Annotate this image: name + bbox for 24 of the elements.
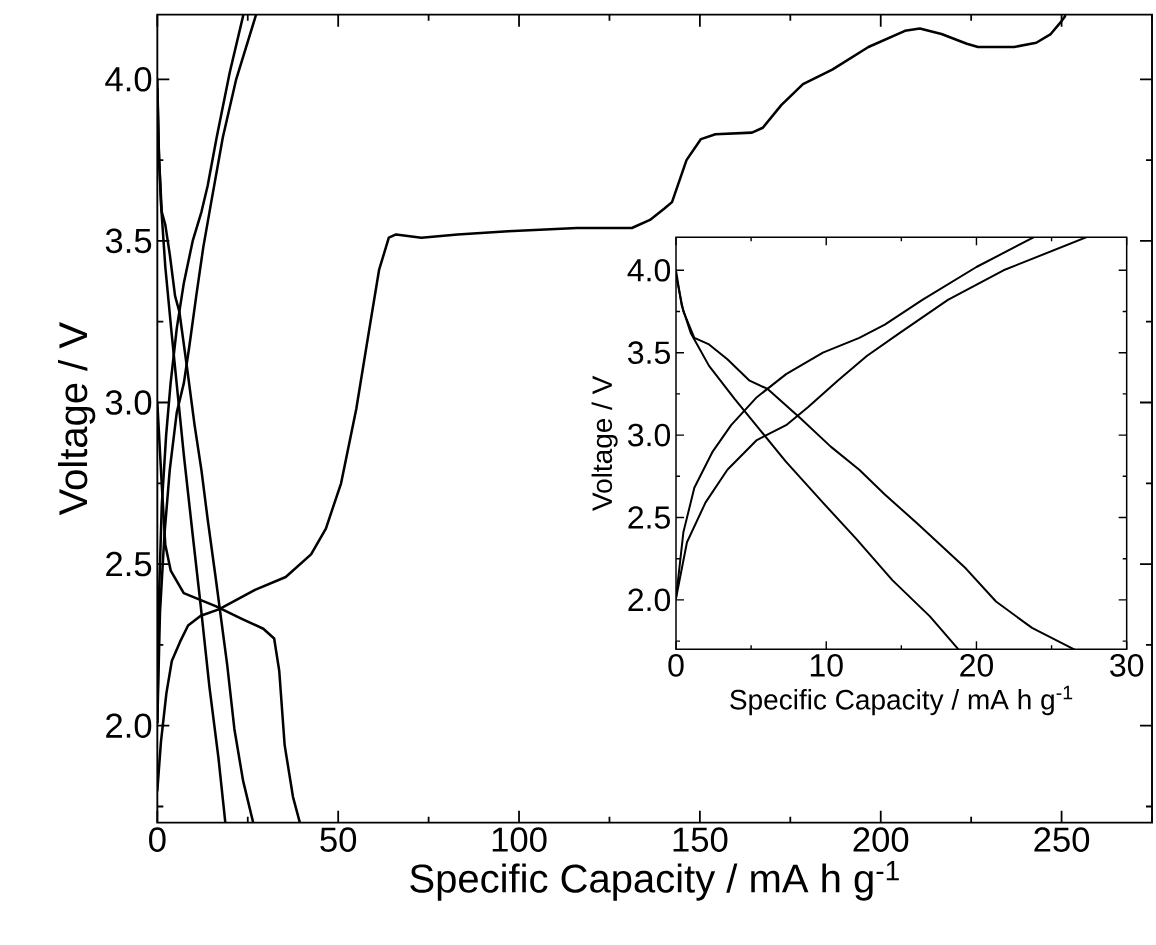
y-axis-title: Voltage / V [591,375,618,511]
y-axis-title: Voltage / V [57,321,96,516]
y-tick-label: 2.5 [106,551,152,577]
x-tick-label: 200 [853,827,909,852]
x-tick-label: 0 [149,827,166,852]
x-tick-label: 0 [668,653,684,677]
x-tick-label: 100 [492,827,547,852]
y-tick-label: 3.0 [628,423,671,447]
x-tick-label: 150 [673,827,728,852]
y-tick-label: 4.0 [105,66,152,92]
y-tick-label: 3.5 [628,341,670,364]
y-tick-label: 4.0 [627,258,671,282]
x-tick-label: 30 [1110,653,1144,677]
y-tick-label: 3.5 [105,228,152,254]
y-tick-label: 3.0 [105,390,152,415]
x-tick-label: 250 [1034,827,1090,852]
x-tick-label: 20 [960,653,993,677]
x-axis-title: Specific Capacity / mA h g$^{-1}$ [730,685,1073,716]
x-tick-label: 50 [320,827,357,852]
y-tick-label: 2.5 [628,506,670,529]
y-tick-label: 2.0 [628,588,671,612]
x-tick-label: 10 [810,653,843,677]
y-tick-label: 2.0 [106,713,152,738]
x-axis-title: Specific Capacity / mA h g$^{-1}$ [410,860,899,901]
